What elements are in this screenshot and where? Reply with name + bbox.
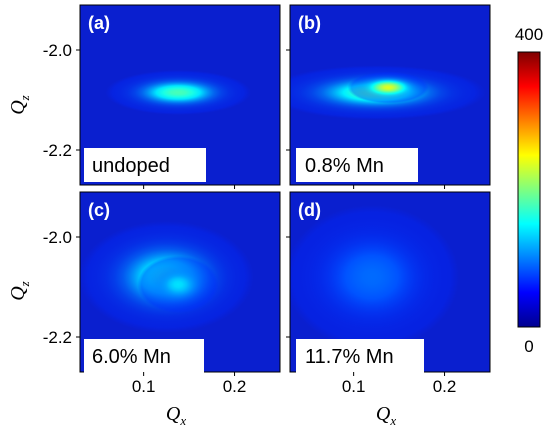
- colorbar: 400 0: [515, 25, 543, 356]
- sample-label-box: [296, 339, 424, 373]
- colorbar-min-label: 0: [524, 337, 533, 356]
- y-axis-label-top: Qz: [7, 95, 32, 115]
- heatmap-peaks: [80, 221, 254, 333]
- y-tick-label: -2.0: [43, 228, 72, 247]
- y-tick-label: -2.0: [43, 41, 72, 60]
- sample-label: 0.8% Mn: [305, 155, 384, 177]
- x-axis-right: 0.1 0.2: [342, 377, 457, 396]
- panel-letter: (a): [88, 13, 110, 33]
- panel-frame: [79, 4, 281, 186]
- colorbar-max-label: 400: [515, 25, 543, 44]
- tick-marks: [76, 49, 446, 376]
- colorbar-gradient: [518, 52, 540, 327]
- x-axis-label-right: Qx: [376, 403, 396, 428]
- sample-label: 6.0% Mn: [92, 346, 171, 368]
- y-axis-bottom: -2.0 -2.2: [43, 228, 72, 347]
- x-tick-label: 0.2: [223, 377, 247, 396]
- panel-letter: (d): [298, 200, 321, 220]
- panel-c: (c) 6.0% Mn: [79, 191, 281, 373]
- panel-d: (d) 11.7% Mn: [289, 191, 491, 373]
- y-tick-label: -2.2: [43, 328, 72, 347]
- panel-frame: [289, 4, 491, 186]
- panel-letter: (c): [88, 200, 110, 220]
- sample-label: 11.7% Mn: [305, 346, 394, 368]
- panel-letter: (b): [298, 13, 321, 33]
- panel-a: (a) undoped: [79, 4, 281, 186]
- x-tick-label: 0.2: [433, 377, 457, 396]
- intensity-peak: [105, 70, 251, 115]
- sample-label-box: [84, 339, 204, 373]
- y-axis-top: -2.0 -2.2: [43, 41, 72, 160]
- intensity-peak: [290, 205, 460, 349]
- intensity-peak: [137, 255, 219, 314]
- colorbar-frame: [517, 51, 541, 328]
- sample-label-box: [296, 148, 418, 182]
- x-axis-left: 0.1 0.2: [132, 377, 247, 396]
- panel-b: (b) 0.8% Mn: [289, 4, 491, 186]
- intensity-peak: [347, 71, 429, 104]
- heatmap-peaks: [105, 70, 251, 115]
- y-axis-label-bottom: Qz: [7, 281, 32, 301]
- sample-label-box: [84, 148, 206, 182]
- y-tick-label: -2.2: [43, 141, 72, 160]
- x-tick-label: 0.1: [132, 377, 156, 396]
- heatmap-peaks: [290, 65, 486, 120]
- sample-label: undoped: [92, 155, 170, 177]
- x-axis-label-left: Qx: [166, 403, 186, 428]
- x-tick-label: 0.1: [342, 377, 366, 396]
- heatmap-peaks: [290, 205, 460, 349]
